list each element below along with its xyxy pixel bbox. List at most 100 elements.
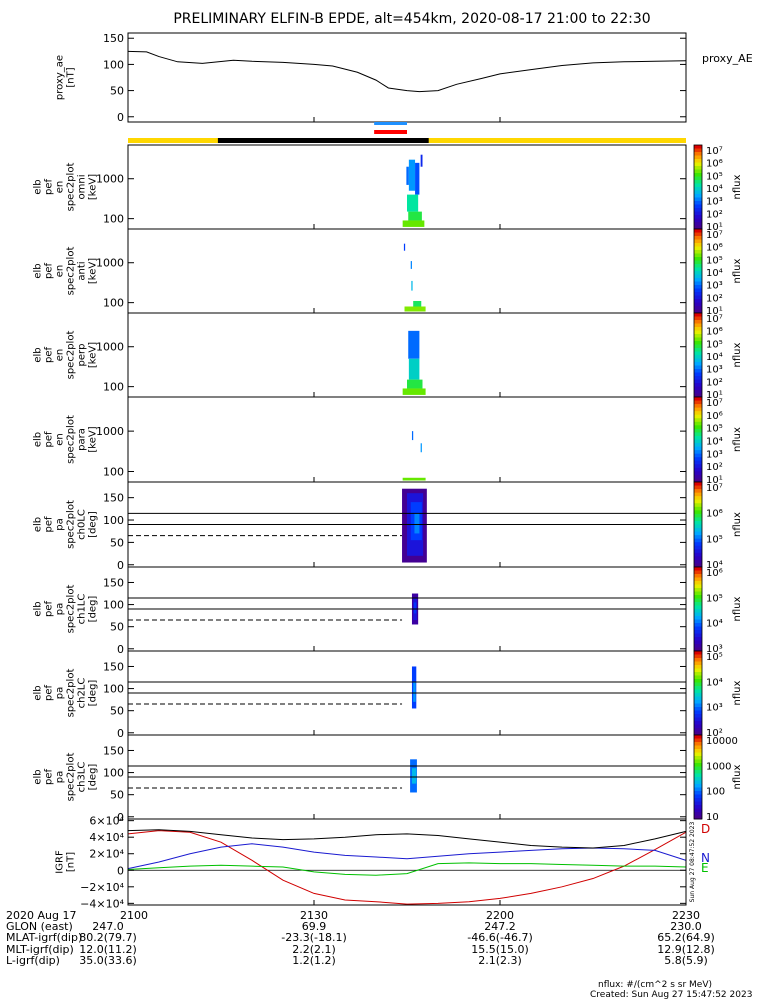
colorbar-segment xyxy=(694,460,702,465)
colorbar-tick-label: 10⁶ xyxy=(706,159,723,170)
colorbar-segment xyxy=(694,166,702,170)
colorbar-segment xyxy=(694,421,702,426)
colorbar-tick-label: 10⁷ xyxy=(706,483,723,494)
colorbar-segment xyxy=(694,257,702,261)
colorbar-tick-label: 10⁴ xyxy=(706,677,723,688)
colorbar-segment xyxy=(694,278,702,282)
colorbar-segment xyxy=(694,215,702,219)
colorbar-segment xyxy=(694,637,702,641)
colorbar-segment xyxy=(694,503,702,508)
shadow-bar xyxy=(217,138,429,143)
y-tick-label: 0 xyxy=(117,811,124,824)
y-tick-label: 150 xyxy=(103,32,124,45)
colorbar-segment xyxy=(694,250,702,254)
colorbar-segment xyxy=(694,542,702,547)
colorbar-segment xyxy=(694,700,702,704)
colorbar-tick-label: 10⁵ xyxy=(706,593,723,604)
colorbar-segment xyxy=(694,446,702,451)
colorbar-segment xyxy=(694,386,702,391)
y-axis-label-line: proxy_ae xyxy=(55,55,66,100)
axis-row-value: 247.2 xyxy=(484,920,516,933)
proxy-ae-line xyxy=(127,50,687,93)
colorbar-segment xyxy=(694,253,702,258)
igrf-series-line-2 xyxy=(127,862,687,876)
y-axis-label-line: perp xyxy=(77,344,88,367)
colorbar-segment xyxy=(694,180,702,184)
y-axis-label-line: [keV] xyxy=(88,342,99,368)
heat-cell-4 xyxy=(413,300,422,307)
y-tick-label: 0 xyxy=(117,864,124,877)
colorbar-segment xyxy=(694,679,702,683)
colorbar-segment xyxy=(694,545,702,550)
colorbar-tick-label: 10⁶ xyxy=(706,243,723,254)
heat-cell-1 xyxy=(408,159,416,191)
panel-frame xyxy=(127,144,687,230)
y-axis-label-line: [deg] xyxy=(88,596,99,623)
y-axis-label-line: spec2plot xyxy=(66,247,77,296)
y-axis-label-line: en xyxy=(55,349,66,362)
colorbar-segment xyxy=(694,355,702,359)
colorbar-segment xyxy=(694,703,702,708)
y-axis-label-line: spec2plot xyxy=(66,753,77,802)
colorbar-tick-label: 10³ xyxy=(706,197,723,208)
colorbar-tick-label: 10⁴ xyxy=(706,184,723,195)
colorbar-segment xyxy=(694,271,702,275)
colorbar-segment xyxy=(694,474,702,479)
colorbar-segment xyxy=(694,407,702,412)
colorbar-label: nflux xyxy=(732,596,743,621)
colorbar-segment xyxy=(694,598,702,603)
y-axis-label-line: pef xyxy=(44,347,55,364)
y-tick-label: −2×10⁴ xyxy=(80,881,124,894)
y-axis-label-line: [keV] xyxy=(88,174,99,200)
colorbar-segment xyxy=(694,595,702,599)
y-axis-label-line: ch2LC xyxy=(77,678,88,709)
colorbar-segment xyxy=(694,316,702,321)
colorbar-segment xyxy=(694,759,702,764)
colorbar-tick-label: 10⁶ xyxy=(706,509,723,520)
y-axis-label-line: en xyxy=(55,265,66,278)
colorbar-segment xyxy=(694,602,702,606)
colorbar-segment xyxy=(694,365,702,370)
heat-cell-2 xyxy=(415,162,420,195)
y-axis-label-line: elb xyxy=(33,517,44,532)
colorbar-segment xyxy=(694,686,702,690)
colorbar-segment xyxy=(694,661,702,666)
x-tick-label: 2130 xyxy=(300,909,328,922)
colorbar-tick-label: 10¹ xyxy=(706,222,723,233)
colorbar-segment xyxy=(694,780,702,785)
heat-cell-0 xyxy=(406,166,409,185)
colorbar-segment xyxy=(694,756,702,760)
colorbar-tick-label: 10 xyxy=(706,812,719,823)
colorbar-segment xyxy=(694,791,702,795)
colorbar-tick-label: 10000 xyxy=(706,736,738,747)
y-tick-label: 150 xyxy=(103,744,124,757)
colorbar-segment xyxy=(694,630,702,634)
y-tick-label: 50 xyxy=(110,705,124,718)
colorbar-segment xyxy=(694,808,702,813)
y-tick-label: 150 xyxy=(103,576,124,589)
plot-title: PRELIMINARY ELFIN-B EPDE, alt=454km, 202… xyxy=(173,11,650,27)
colorbar-segment xyxy=(694,457,702,462)
axis-row-value: -23.3(-18.1) xyxy=(281,931,347,944)
y-tick-label: 50 xyxy=(110,536,124,549)
heat-cell-5 xyxy=(402,220,425,227)
colorbar-label: nflux xyxy=(732,512,743,537)
colorbar-segment xyxy=(694,588,702,592)
colorbar-segment xyxy=(694,232,702,237)
panel-frame xyxy=(127,228,687,314)
y-axis-label-line: elb xyxy=(33,347,44,362)
colorbar-tick-label: 10³ xyxy=(706,281,723,292)
axis-row-label: GLON (east) xyxy=(6,920,73,933)
colorbar-segment xyxy=(694,658,702,662)
colorbar-segment xyxy=(694,520,702,525)
colorbar-segment xyxy=(694,383,702,387)
colorbar-segment xyxy=(694,183,702,188)
colorbar-segment xyxy=(694,414,702,419)
colorbar-segment xyxy=(694,418,702,423)
colorbar-segment xyxy=(694,675,702,680)
colorbar-segment xyxy=(694,145,702,149)
colorbar-tick-label: 10² xyxy=(706,293,723,304)
y-axis-label-line: elb xyxy=(33,432,44,447)
y-tick-label: −4×10⁴ xyxy=(80,897,124,910)
axis-row-value: -46.6(-46.7) xyxy=(467,931,533,944)
